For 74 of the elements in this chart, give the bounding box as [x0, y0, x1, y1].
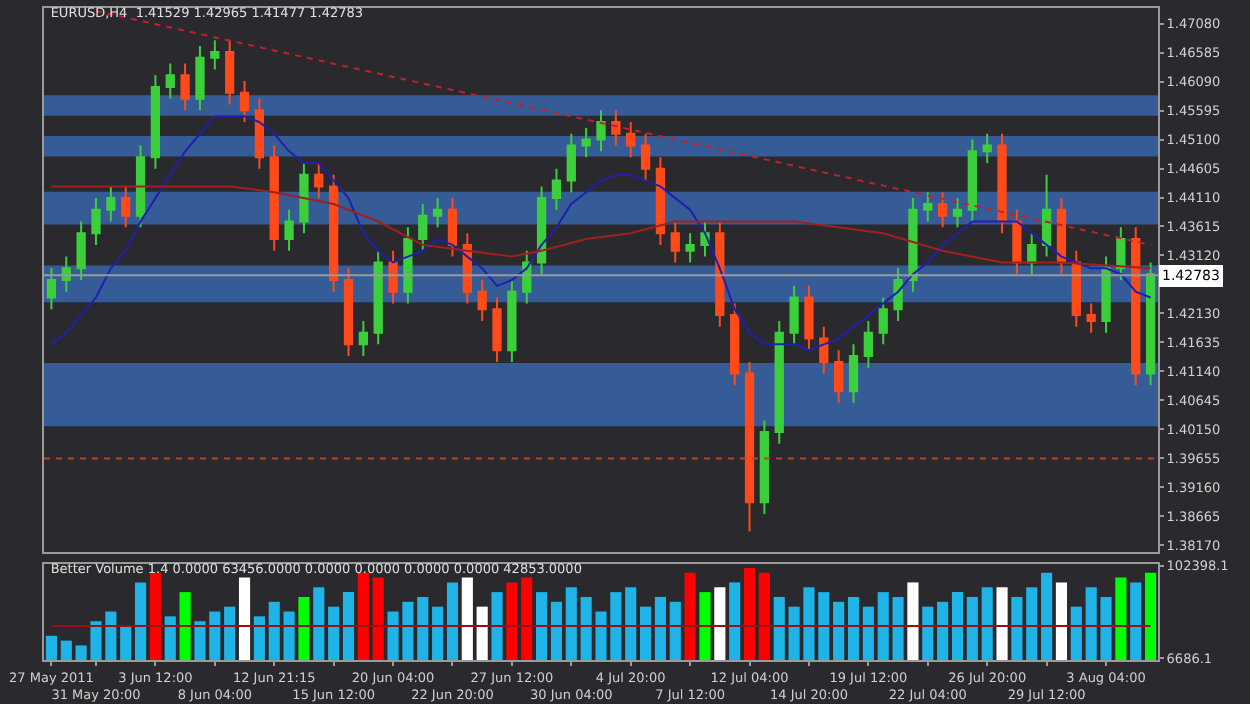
candlestick [596, 109, 606, 153]
candlestick [507, 279, 517, 363]
candlestick [1056, 197, 1067, 276]
candlestick [1041, 173, 1052, 258]
candlestick [165, 62, 175, 100]
candlestick [789, 284, 799, 346]
candlestick [210, 39, 220, 71]
candlestick [878, 296, 888, 346]
candlestick [937, 191, 948, 229]
candlestick [91, 197, 101, 246]
candlestick [566, 132, 576, 194]
candlestick [373, 249, 383, 346]
line-series [50, 185, 1152, 270]
candlestick [418, 202, 428, 252]
candlestick [923, 191, 933, 223]
candlestick [239, 80, 250, 124]
candlestick [299, 162, 309, 235]
candlestick [447, 197, 458, 258]
candlestick [581, 126, 591, 159]
candlestick [834, 349, 844, 404]
candlestick [997, 132, 1007, 235]
candlestick [180, 62, 190, 112]
candlestick [863, 319, 873, 369]
candlestick [952, 197, 963, 229]
candlestick [1131, 226, 1141, 387]
candlestick [1071, 249, 1081, 328]
line-series [50, 115, 1152, 352]
candlestick [819, 325, 829, 375]
candlestick [61, 255, 71, 293]
candlestick [284, 208, 294, 252]
candlestick [403, 226, 413, 305]
candlestick [640, 132, 651, 182]
candlestick [774, 319, 784, 445]
candlestick [670, 220, 680, 264]
candlestick [685, 232, 695, 264]
candlestick [477, 279, 487, 322]
candlestick [225, 39, 235, 106]
candlestick [358, 319, 368, 358]
candlestick [121, 185, 131, 229]
candlestick [195, 45, 205, 112]
candlestick [744, 360, 755, 533]
candlestick [432, 197, 443, 229]
candlestick [1101, 255, 1111, 334]
candlestick [893, 267, 903, 322]
candlestick [150, 74, 161, 170]
candlestick [135, 144, 146, 229]
candlestick [1086, 302, 1096, 334]
candlestick [848, 343, 859, 404]
candlestick [343, 267, 354, 358]
candlestick [1027, 232, 1037, 276]
candlestick [536, 185, 547, 276]
candlestick [804, 284, 814, 352]
candlestick [759, 419, 770, 515]
candlestick [106, 185, 116, 223]
candlestick [329, 173, 339, 293]
candlestick [269, 144, 279, 252]
candlestick [626, 121, 636, 159]
candlestick [1145, 261, 1156, 387]
candlestick [76, 220, 86, 281]
candlestick [1116, 226, 1126, 281]
candlestick [551, 167, 562, 211]
candlestick [1012, 208, 1022, 276]
candlestick [388, 249, 398, 305]
candlestick [715, 220, 725, 328]
candlestick [967, 138, 977, 223]
candlestick [492, 296, 502, 363]
candlestick [982, 132, 992, 165]
candlestick [46, 267, 57, 311]
candlestick [611, 109, 621, 147]
candlestick [908, 197, 918, 293]
candlestick [655, 156, 666, 246]
candlestick [314, 162, 324, 200]
candlestick [254, 97, 265, 170]
candlestick [730, 302, 740, 387]
